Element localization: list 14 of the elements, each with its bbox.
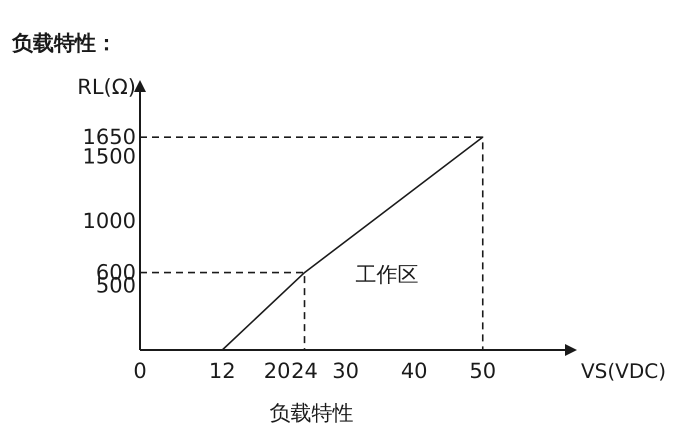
x-axis-title: VS(VDC) <box>581 359 666 383</box>
x-tick-label: 12 <box>208 359 236 383</box>
x-tick-label: 50 <box>469 359 496 383</box>
y-tick-label: 1000 <box>82 209 136 233</box>
y-axis-title: RL(Ω) <box>77 75 136 99</box>
x-tick-label: 30 <box>332 359 360 383</box>
x-tick-label: 0 <box>133 359 147 383</box>
x-tick-label: 20 <box>264 359 290 383</box>
chart-title: 负载特性： <box>11 31 117 55</box>
y-tick-label: 1500 <box>82 144 136 168</box>
text: 负载特性 <box>269 401 354 425</box>
annotation: 工作区 <box>355 262 418 287</box>
x-tick-label: 40 <box>400 359 428 383</box>
x-tick-label: 24 <box>291 359 318 383</box>
